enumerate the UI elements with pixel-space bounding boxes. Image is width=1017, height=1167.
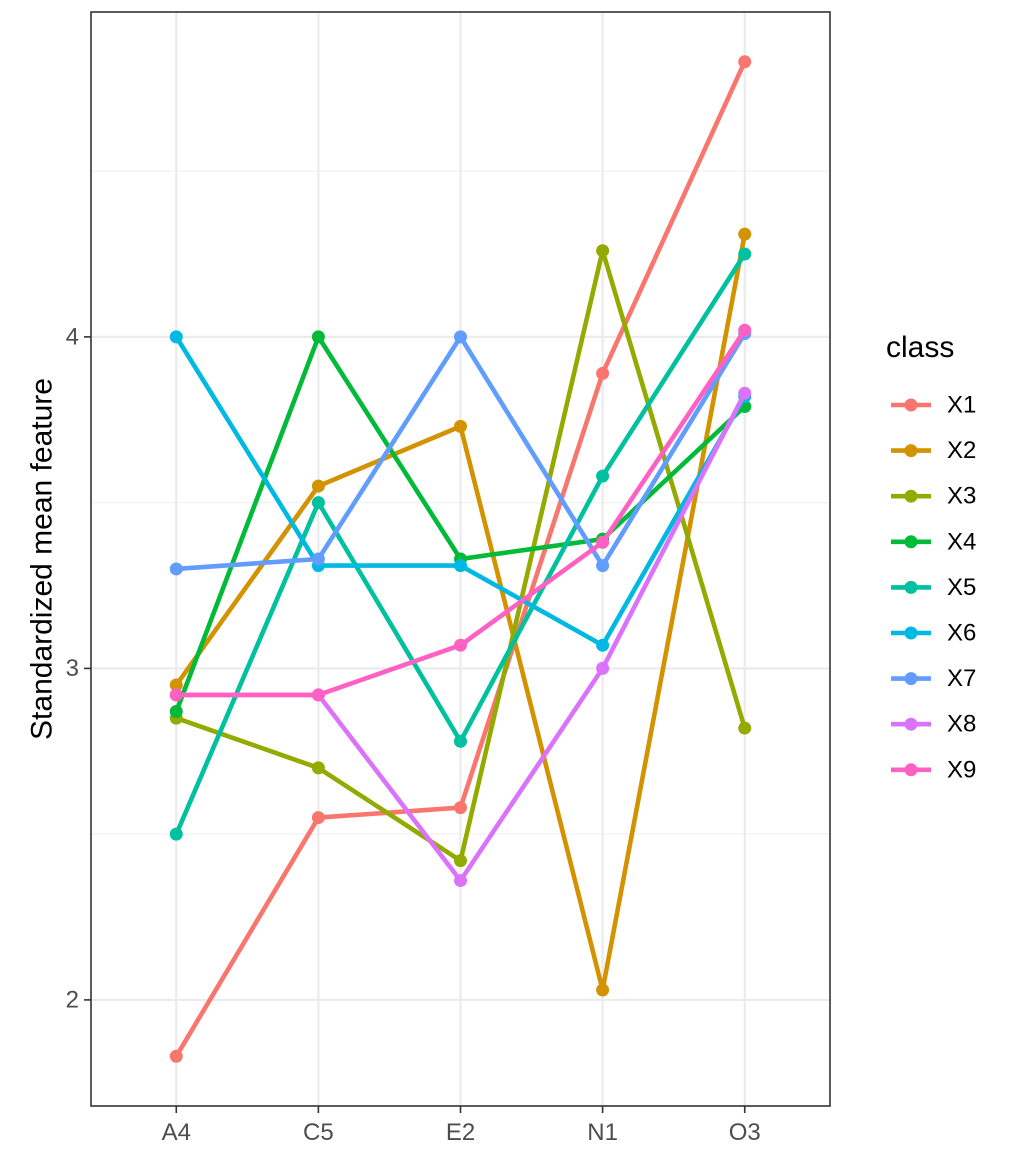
legend-item-x4: X4 <box>891 528 976 555</box>
y-axis: 2 3 4 <box>66 323 91 1013</box>
data-point <box>596 983 610 997</box>
series-x1 <box>169 55 752 1063</box>
data-point <box>169 678 183 692</box>
legend-items: X1 X2 X3 X4 X5 X6 X7 X8 X9 <box>891 392 976 783</box>
legend-key-point <box>904 626 918 640</box>
legend-item-x8: X8 <box>891 711 976 738</box>
data-point <box>596 559 610 573</box>
legend-item-x3: X3 <box>891 483 976 510</box>
legend-label: X4 <box>947 528 976 555</box>
data-point <box>596 535 610 549</box>
legend-key-point <box>904 763 918 777</box>
legend-label: X5 <box>947 574 976 601</box>
data-point <box>454 638 467 652</box>
data-point <box>169 688 183 702</box>
data-point <box>311 496 325 510</box>
data-point <box>311 552 325 566</box>
legend-item-x1: X1 <box>891 392 976 419</box>
series-x9 <box>169 323 752 702</box>
legend-label: X7 <box>947 665 976 692</box>
y-tick-label: 4 <box>66 323 79 350</box>
legend-key-point <box>904 535 918 549</box>
legend-label: X6 <box>947 620 976 647</box>
legend-item-x6: X6 <box>891 620 976 647</box>
data-point <box>738 55 752 69</box>
data-point <box>738 323 752 337</box>
data-point <box>169 562 183 576</box>
y-tick-label: 3 <box>66 655 79 682</box>
series-x3 <box>169 244 752 868</box>
x-tick-label: C5 <box>303 1119 334 1146</box>
data-point <box>454 734 467 748</box>
data-point <box>596 244 610 258</box>
data-point <box>311 761 325 775</box>
legend-item-x9: X9 <box>891 756 976 783</box>
legend-item-x2: X2 <box>891 437 976 464</box>
legend-label: X3 <box>947 483 976 510</box>
data-point <box>169 1049 183 1063</box>
data-point <box>454 559 467 573</box>
legend-key-point <box>904 444 918 458</box>
x-tick-label: O3 <box>729 1119 761 1146</box>
data-point <box>169 704 183 718</box>
series-layer <box>169 55 752 1063</box>
data-point <box>738 386 752 400</box>
data-point <box>311 811 325 825</box>
series-x7 <box>169 327 752 576</box>
data-point <box>311 330 325 344</box>
data-point <box>596 469 610 483</box>
legend-label: X8 <box>947 711 976 738</box>
y-tick-label: 2 <box>66 986 79 1013</box>
data-point <box>738 247 752 261</box>
legend-key-point <box>904 580 918 594</box>
legend-key-point <box>904 672 918 686</box>
data-point <box>596 638 610 652</box>
legend-label: X2 <box>947 437 976 464</box>
x-tick-label: E2 <box>446 1119 475 1146</box>
legend-label: X9 <box>947 756 976 783</box>
legend-key-point <box>904 489 918 503</box>
legend-title: class <box>886 331 954 364</box>
data-point <box>311 479 325 493</box>
legend-label: X1 <box>947 392 976 419</box>
x-axis: A4 C5 E2 N1 O3 <box>162 1106 761 1146</box>
data-point <box>454 330 467 344</box>
data-point <box>169 827 183 841</box>
data-point <box>454 801 467 815</box>
series-x5 <box>169 247 752 841</box>
legend: class X1 X2 X3 X4 X5 X6 X7 X8 X9 <box>886 331 976 783</box>
data-point <box>596 366 610 380</box>
data-point <box>738 721 752 735</box>
data-point <box>738 227 752 241</box>
data-point <box>454 874 467 888</box>
legend-item-x5: X5 <box>891 574 976 601</box>
x-tick-label: A4 <box>162 1119 191 1146</box>
y-axis-label: Standardized mean feature <box>26 378 59 740</box>
data-point <box>169 330 183 344</box>
data-point <box>311 688 325 702</box>
legend-item-x7: X7 <box>891 665 976 692</box>
legend-key-point <box>904 717 918 731</box>
x-tick-label: N1 <box>587 1119 618 1146</box>
series-x2 <box>169 227 752 997</box>
legend-key-point <box>904 398 918 412</box>
data-point <box>454 854 467 868</box>
data-point <box>596 661 610 675</box>
data-point <box>454 419 467 433</box>
